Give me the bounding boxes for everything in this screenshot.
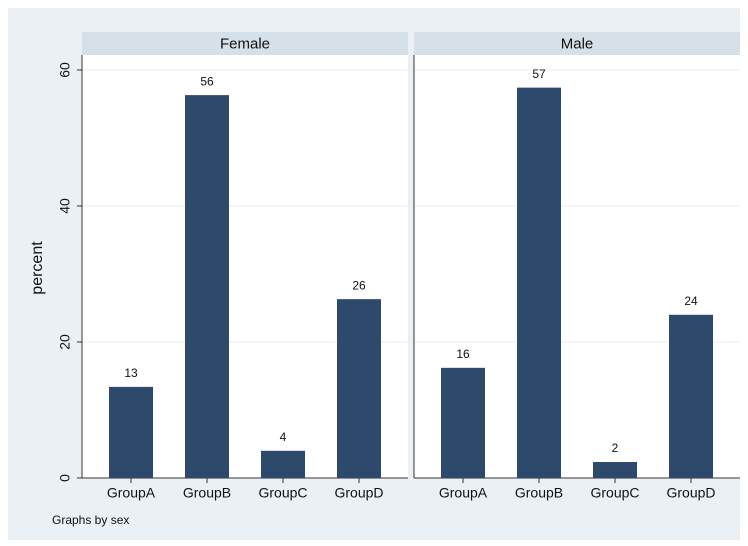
x-tick-label: GroupC xyxy=(590,485,639,501)
panel-header xyxy=(414,32,740,55)
x-tick-label: GroupC xyxy=(258,485,307,501)
y-tick-label: 20 xyxy=(57,334,73,350)
y-tick-label: 0 xyxy=(57,474,73,482)
x-tick-label: GroupD xyxy=(334,485,383,501)
y-tick-label: 40 xyxy=(57,198,73,214)
bar xyxy=(517,87,561,478)
bar xyxy=(593,462,637,478)
bar xyxy=(261,450,305,478)
panel-title: Male xyxy=(561,35,594,52)
x-tick-label: GroupB xyxy=(183,485,231,501)
panel-header xyxy=(82,32,408,55)
x-tick-label: GroupA xyxy=(107,485,156,501)
value-label: 56 xyxy=(200,74,214,88)
bar xyxy=(109,386,153,478)
note: Graphs by sex xyxy=(52,513,129,527)
value-label: 26 xyxy=(352,278,366,292)
value-label: 13 xyxy=(124,366,138,380)
bar xyxy=(441,367,485,478)
bar xyxy=(669,314,713,478)
bar xyxy=(337,299,381,478)
y-tick-label: 60 xyxy=(57,62,73,78)
x-tick-label: GroupD xyxy=(666,485,715,501)
bar xyxy=(185,95,229,479)
value-label: 24 xyxy=(684,294,698,308)
value-label: 4 xyxy=(280,430,287,444)
panel-title: Female xyxy=(220,35,270,52)
value-label: 16 xyxy=(456,347,470,361)
value-label: 2 xyxy=(612,441,619,455)
x-tick-label: GroupA xyxy=(439,485,488,501)
x-tick-label: GroupB xyxy=(515,485,563,501)
value-label: 57 xyxy=(532,67,546,81)
y-axis-label: percent xyxy=(29,241,46,295)
